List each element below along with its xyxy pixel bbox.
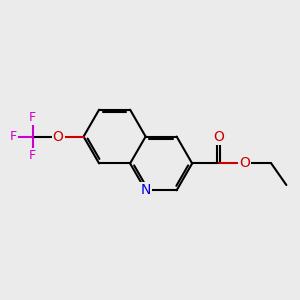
Text: F: F: [29, 149, 36, 162]
Text: F: F: [10, 130, 17, 143]
Text: F: F: [29, 111, 36, 124]
Text: O: O: [239, 156, 250, 170]
Text: N: N: [140, 183, 151, 197]
Text: O: O: [53, 130, 64, 144]
Text: O: O: [213, 130, 224, 144]
